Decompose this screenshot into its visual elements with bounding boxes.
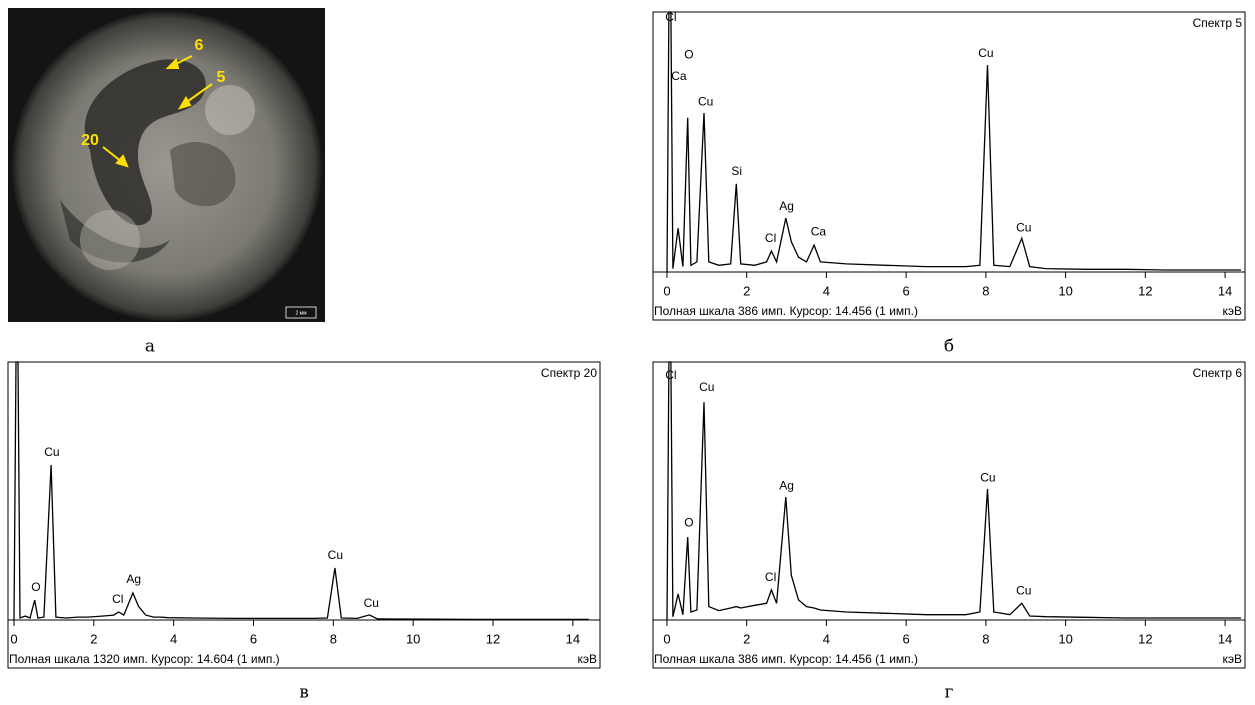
spectrum-title: Спектр 6 [1193,366,1243,380]
peak-label: Cu [1016,583,1031,597]
x-tick-label: 2 [743,283,750,298]
peak-label: Cu [978,46,993,60]
x-tick-label: 10 [1058,283,1072,298]
scale-bar-label: 2 мм [295,310,307,316]
x-tick-label: 6 [903,631,910,646]
x-unit: кэВ [577,652,597,666]
x-tick-label: 0 [663,283,670,298]
caption: г [945,683,954,703]
peak-label: Cu [1016,220,1031,234]
peak-label: Cu [980,470,995,484]
spectrum-panel: 0 2 4 6 8 10 12 14 Cl O Ca Cu Si Ag Cl Ca Cu Cu Спектр 5 По… [652,10,1246,321]
photo-label: 5 [217,69,226,86]
peak-label: Cu [44,445,59,459]
caption: б [944,337,954,357]
x-tick-label: 12 [486,631,500,646]
x-tick-label: 14 [1218,631,1232,646]
peak-label: Ca [671,69,687,83]
x-tick-label: 10 [1058,631,1072,646]
peak-label: Ag [126,572,141,586]
spectrum-title: Спектр 20 [541,366,597,380]
peak-label: Cu [328,548,343,562]
x-tick-label: 6 [250,631,257,646]
x-tick-label: 0 [10,631,17,646]
peak-label: Cu [698,94,713,108]
peak-label: Cu [699,380,714,394]
dark-region [60,200,170,263]
x-tick-label: 2 [90,631,97,646]
arrows [102,55,213,168]
peak-label: O [684,47,693,61]
caption: в [299,683,309,703]
x-unit: кэВ [1222,652,1242,666]
peak-label: Cl [765,570,776,584]
x-tick-label: 4 [823,283,830,298]
footer: Полная шкала 386 имп. Курсор: 14.456 (1 … [654,304,918,318]
peak-label: Cl [765,231,776,245]
x-tick-label: 8 [330,631,337,646]
spectrum-line [666,361,1241,621]
panel-frame [7,361,601,669]
photo-panel: 6 5 20 2 мм [8,8,325,322]
x-tick-label: 12 [1138,631,1152,646]
peak-label: Si [731,164,742,178]
caption: а [145,337,155,357]
x-tick-label: 6 [903,283,910,298]
x-tick-label: 12 [1138,283,1152,298]
dark-region [170,142,236,207]
arrow-head [177,96,192,110]
panel-frame [652,361,1246,669]
peak-label: Ag [779,478,794,492]
photo-label: 6 [195,37,204,54]
footer: Полная шкала 386 имп. Курсор: 14.456 (1 … [654,652,918,666]
x-tick-label: 4 [823,631,830,646]
x-tick-label: 2 [743,631,750,646]
peak-label: Cl [665,368,676,382]
x-tick-label: 14 [1218,283,1232,298]
x-tick-label: 4 [170,631,177,646]
x-unit: кэВ [1222,304,1242,318]
x-tick-label: 8 [982,283,989,298]
x-tick-label: 0 [663,631,670,646]
x-tick-label: 10 [406,631,420,646]
photo-label: 20 [81,132,99,149]
arrow-head [165,58,180,69]
x-tick-label: 8 [982,631,989,646]
spectrum-line [666,11,1241,273]
footer: Полная шкала 1320 имп. Курсор: 14.604 (1… [9,652,280,666]
peak-label: Cl [665,10,676,24]
x-tick-label: 14 [566,631,580,646]
dark-region [84,59,206,226]
peak-label: Cl [112,592,123,606]
spectrum-title: Спектр 5 [1193,16,1243,30]
bright-region [205,85,255,135]
peak-label: Ca [811,224,827,238]
scale-bar [285,306,317,319]
sample-disk [12,11,322,321]
peak-label: Ag [779,199,794,213]
peak-label: Cu [364,596,379,610]
peak-label: O [684,515,693,529]
panel-frame [652,11,1246,321]
bright-region [80,210,140,270]
arrow-head [115,154,129,168]
peak-label: O [31,580,40,594]
spectrum-line [13,361,589,621]
spectrum-panel: 0 2 4 6 8 10 12 14 Cl Cu O Cl Ag Cu Cu Спектр 6 Полная ш… [652,361,1246,669]
